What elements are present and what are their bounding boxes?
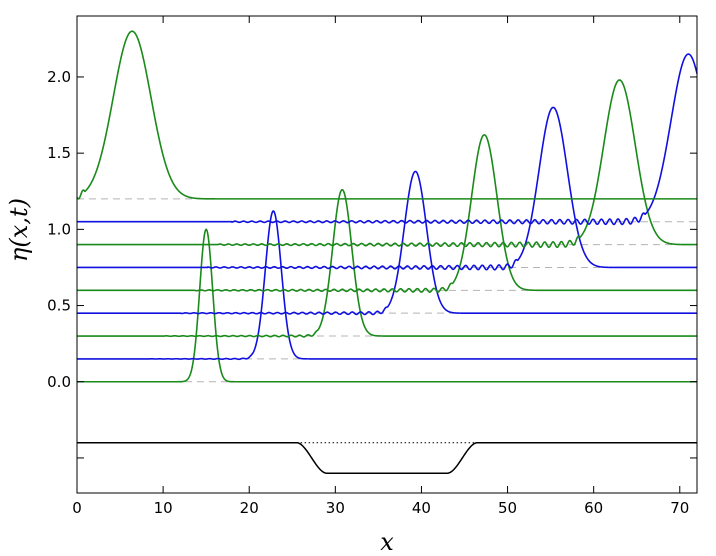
x-axis-label: x <box>380 528 394 556</box>
y-axis: 0.0 0.5 1.0 1.5 2.0 <box>47 68 697 459</box>
y-tick-label: 2.0 <box>47 68 71 86</box>
y-tick-label: 1.0 <box>47 220 71 238</box>
y-axis-label: η(x,t) <box>5 198 33 262</box>
plot-frame <box>76 15 698 494</box>
bathymetry <box>77 441 697 474</box>
x-tick-label: 30 <box>326 499 345 517</box>
y-tick-label: 1.5 <box>47 144 71 162</box>
series-line <box>77 188 697 338</box>
series-line <box>76 30 697 200</box>
series-group <box>76 30 698 383</box>
x-tick-label: 40 <box>412 499 431 517</box>
y-tick-label: 0.0 <box>47 373 71 391</box>
x-tick-label: 10 <box>154 499 173 517</box>
y-tick-label: 0.5 <box>47 297 71 315</box>
series-line <box>77 106 697 271</box>
x-tick-label: 70 <box>670 499 689 517</box>
series-line <box>77 79 697 249</box>
x-tick-label: 60 <box>584 499 603 517</box>
x-tick-label: 0 <box>72 499 82 517</box>
series-line <box>77 53 698 226</box>
bathymetry-line <box>77 441 697 474</box>
x-tick-label: 20 <box>240 499 259 517</box>
series-line <box>77 210 697 361</box>
x-tick-label: 50 <box>498 499 517 517</box>
series-line <box>77 228 697 383</box>
series-line <box>77 134 697 293</box>
x-axis: 0 10 20 30 40 50 60 70 <box>72 16 689 517</box>
series-line <box>77 170 697 316</box>
